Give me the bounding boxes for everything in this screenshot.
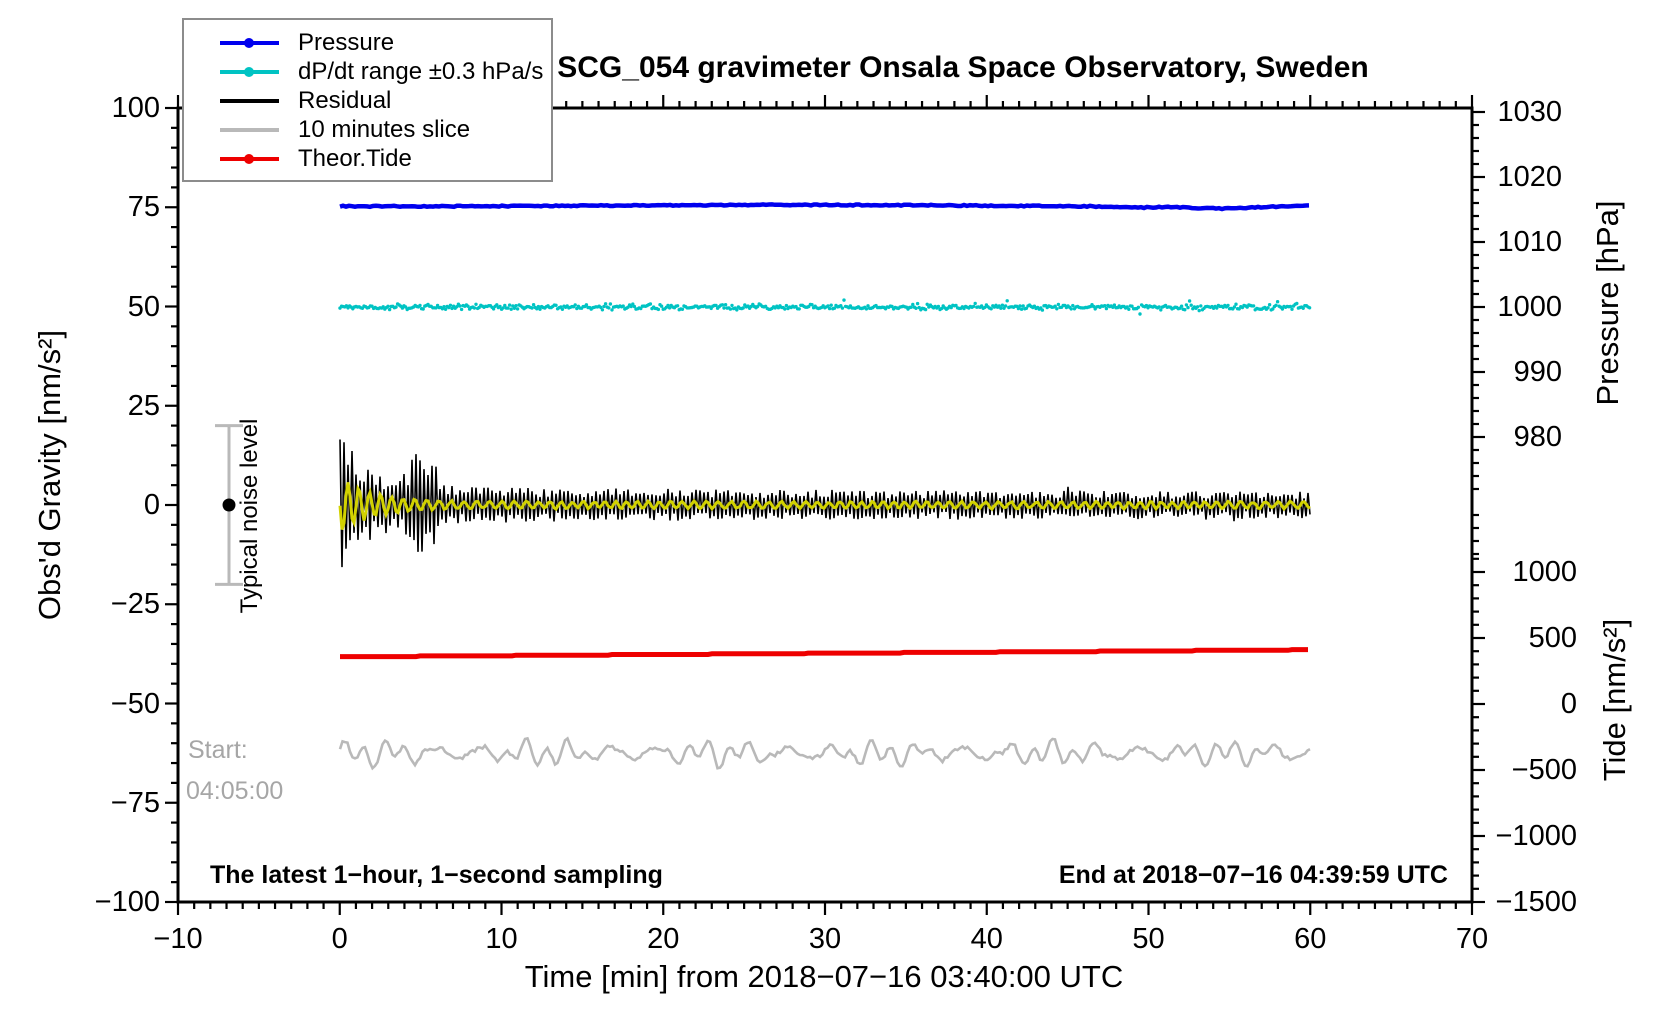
legend-label: Pressure — [298, 29, 395, 56]
pressure-tick-label: 1010 — [1497, 226, 1562, 258]
y-axis-label-pressure: Pressure [hPa] — [1590, 200, 1625, 406]
chart-title: SCG_054 gravimeter Onsala Space Observat… — [557, 51, 1369, 84]
legend-item-slice: 10 minutes slice — [184, 115, 551, 144]
tide-dot-swatch — [244, 154, 254, 164]
pressure-tick-label: 1000 — [1497, 291, 1562, 323]
gravity-tick-label: 25 — [127, 389, 160, 422]
residual-lowpass-trace — [338, 482, 1311, 530]
pressure-trace — [339, 202, 1310, 212]
tide-trace — [340, 647, 1308, 660]
start-label-line1: Start: — [188, 736, 248, 764]
legend-label: dP/dt range ±0.3 hPa/s — [298, 58, 544, 85]
tide-tick-label: −500 — [1511, 754, 1577, 786]
noise-bar-label: Typical noise level — [236, 418, 263, 614]
gravity-tick-label: 100 — [111, 92, 160, 124]
axis-ticks — [165, 95, 1485, 915]
x-tick-label: 70 — [1455, 923, 1489, 955]
sampling-note: The latest 1−hour, 1−second sampling — [210, 861, 663, 889]
start-label-line2: 04:05:00 — [186, 777, 284, 805]
tide-tick-label: −1500 — [1495, 886, 1577, 918]
dpdt-dot-swatch — [244, 67, 254, 77]
x-tick-label: −10 — [153, 923, 203, 955]
x-axis-label: Time [min] from 2018−07−16 03:40:00 UTC — [524, 959, 1124, 994]
slice-trace — [338, 736, 1311, 771]
tide-tick-label: 500 — [1528, 622, 1577, 654]
pressure-tick-label: 980 — [1513, 421, 1562, 453]
x-tick-label: 50 — [1132, 923, 1165, 955]
slice-line-swatch — [220, 128, 279, 132]
legend-item-dpdt: dP/dt range ±0.3 hPa/s — [184, 57, 551, 86]
legend-box: Pressure dP/dt range ±0.3 hPa/s Residual… — [182, 18, 553, 182]
x-tick-label: 10 — [485, 923, 518, 955]
end-note: End at 2018−07−16 04:39:59 UTC — [1058, 861, 1448, 889]
pressure-tick-label: 1030 — [1497, 96, 1562, 128]
pressure-dot-swatch — [244, 38, 254, 48]
legend-item-residual: Residual — [184, 86, 551, 115]
x-tick-label: 0 — [331, 923, 348, 955]
x-tick-label: 60 — [1294, 923, 1327, 955]
noise-bar-dot — [222, 498, 236, 512]
pressure-tick-label: 990 — [1513, 356, 1562, 388]
tide-tick-label: 1000 — [1512, 556, 1577, 588]
gravity-tick-label: −100 — [94, 886, 160, 918]
gravity-tick-label: −75 — [110, 786, 160, 819]
gravity-tick-label: 75 — [127, 191, 160, 224]
x-tick-label: 20 — [647, 923, 680, 955]
tide-tick-label: 0 — [1560, 688, 1577, 720]
legend-label: Theor.Tide — [298, 145, 412, 172]
gravity-tick-label: −25 — [110, 588, 160, 621]
legend-label: Residual — [298, 87, 392, 114]
gravity-tick-label: 50 — [127, 290, 160, 323]
legend-item-pressure: Pressure — [184, 28, 551, 57]
y-axis-label-gravity: Obs'd Gravity [nm/s²] — [32, 329, 67, 621]
legend-label: 10 minutes slice — [298, 116, 471, 143]
tide-tick-label: −1000 — [1495, 820, 1577, 852]
pressure-tick-label: 1020 — [1497, 161, 1562, 193]
residual-line-swatch — [220, 99, 279, 103]
gravity-tick-label: 0 — [143, 489, 160, 521]
x-tick-label: 30 — [808, 923, 842, 955]
legend-item-tide: Theor.Tide — [184, 144, 551, 173]
y-axis-label-tide: Tide [nm/s²] — [1597, 618, 1632, 782]
x-tick-label: 40 — [970, 923, 1003, 955]
series-layer — [215, 202, 1312, 771]
gravity-tick-label: −50 — [110, 687, 160, 720]
